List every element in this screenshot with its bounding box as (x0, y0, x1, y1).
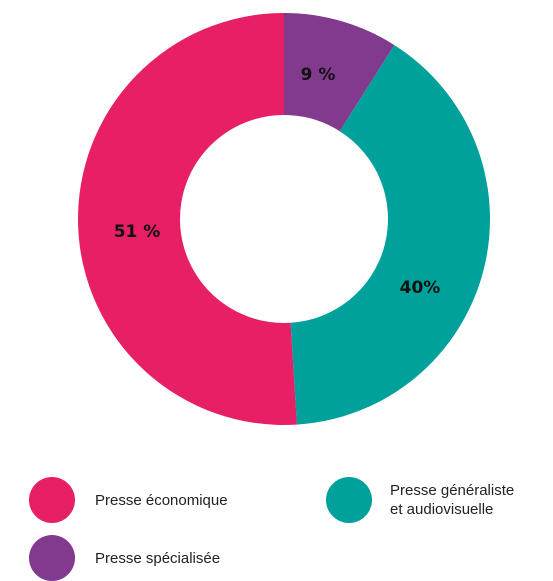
slice-label-1: 40% (400, 278, 441, 298)
legend-item-presse-economique: Presse économique (29, 477, 228, 523)
legend-label-presse-specialisee: Presse spécialisée (95, 549, 221, 567)
slice-label-0: 9 % (301, 65, 336, 85)
legend-item-presse-specialisee: Presse spécialisée (29, 535, 220, 581)
legend-swatch-presse-specialisee (29, 535, 75, 581)
slice-2 (78, 13, 297, 425)
slice-0 (284, 13, 395, 132)
slice-label-2: 51 % (114, 222, 161, 242)
slice-1 (290, 45, 491, 425)
legend-label-presse-generaliste: Presse généraliste et audiovisuelle (390, 482, 515, 518)
legend-item-presse-generaliste: Presse généraliste et audiovisuelle (326, 477, 514, 523)
legend-swatch-presse-economique (29, 477, 75, 523)
legend-swatch-presse-generaliste (326, 477, 372, 523)
donut-chart: 9 % 40% 51 % (78, 13, 491, 425)
legend-label-presse-economique: Presse économique (95, 491, 228, 509)
